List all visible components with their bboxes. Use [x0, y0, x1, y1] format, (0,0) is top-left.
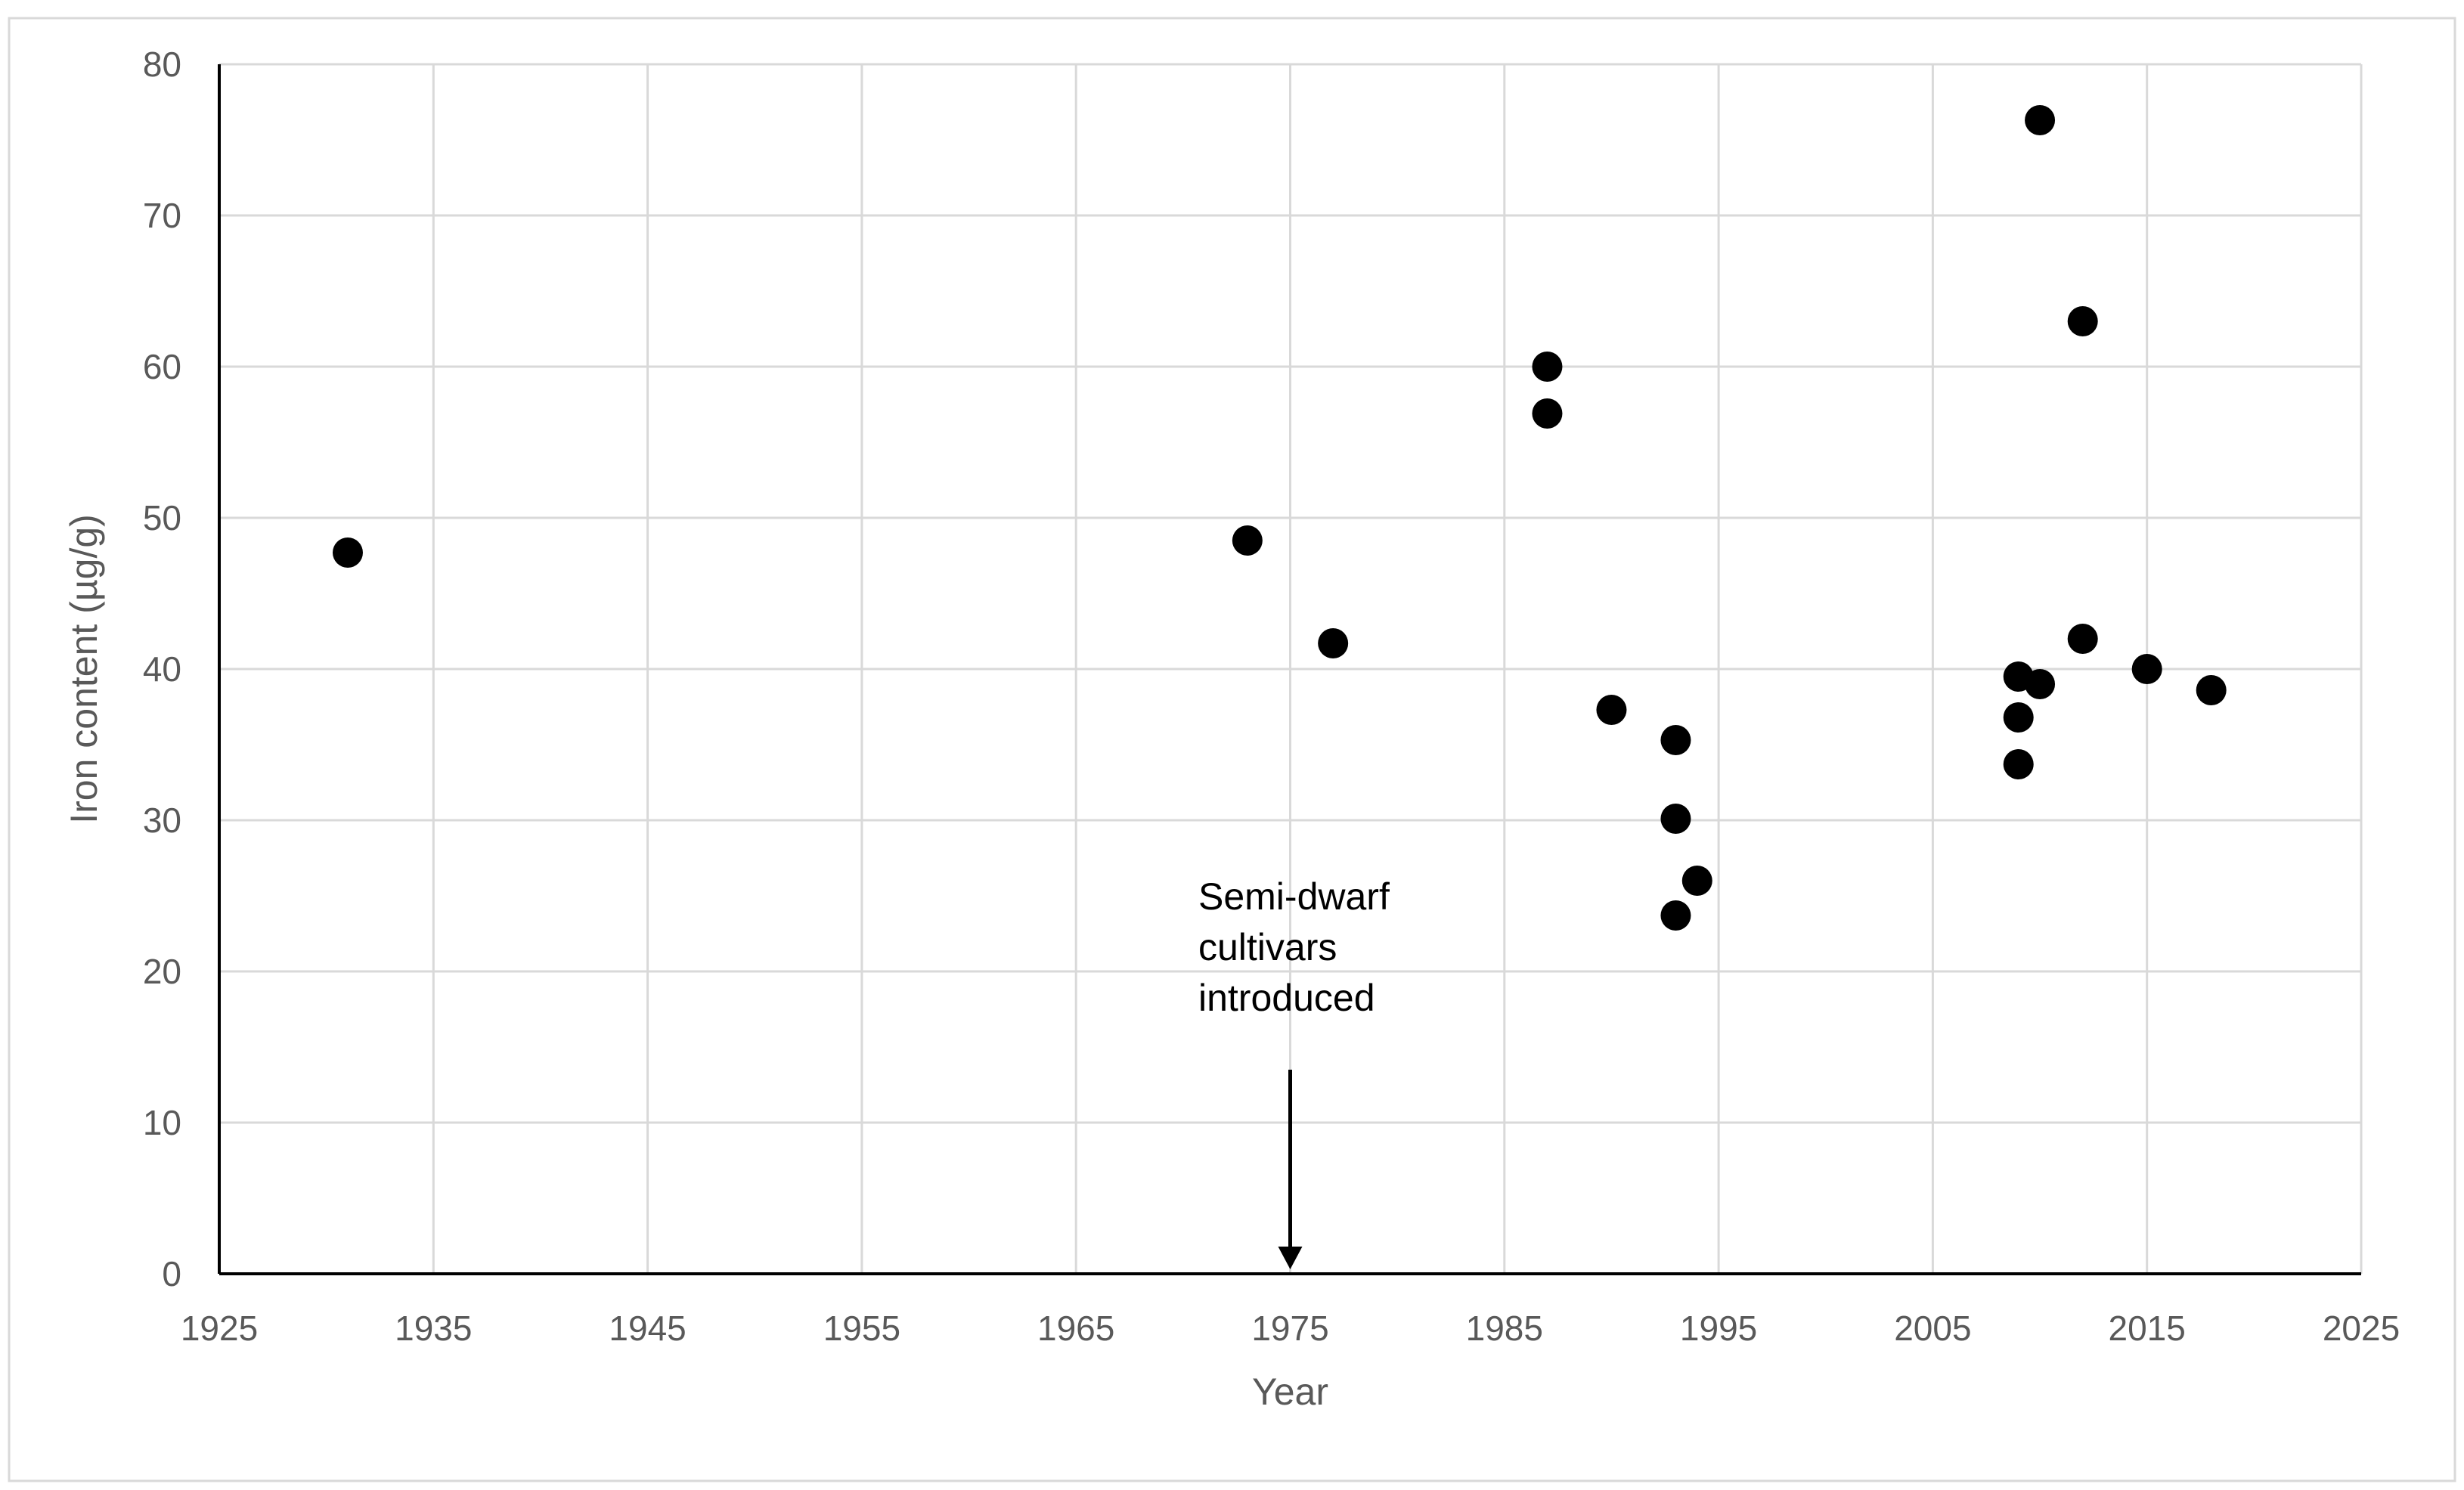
annotation-text-line: introduced	[1198, 977, 1375, 1019]
y-tick-label: 70	[143, 196, 181, 235]
x-tick-label: 1935	[395, 1309, 472, 1348]
y-tick-label: 60	[143, 347, 181, 386]
y-tick-labels: 0 10 20 30 40 50 60 70 80	[143, 45, 181, 1293]
x-axis-title: Year	[1252, 1371, 1328, 1413]
chart-border	[8, 17, 2456, 1482]
data-point	[1681, 866, 1712, 896]
data-point	[2196, 675, 2227, 705]
x-tick-label: 1985	[1466, 1309, 1543, 1348]
data-point	[2003, 702, 2034, 733]
x-tick-labels: 1925 1935 1945 1955 1965 1975 1985 1995 2005 2015…	[181, 1309, 2400, 1348]
data-point	[2131, 654, 2162, 684]
x-tick-label: 1955	[823, 1309, 900, 1348]
annotation: Semi-dwarf cultivars introduced	[1198, 875, 1390, 1269]
x-tick-label: 1965	[1037, 1309, 1114, 1348]
x-tick-label: 2025	[2323, 1309, 2400, 1348]
data-point	[1660, 900, 1691, 931]
data-point	[2003, 749, 2034, 779]
x-tick-label: 2015	[2109, 1309, 2186, 1348]
annotation-arrow-head	[1278, 1247, 1303, 1269]
data-point	[1596, 695, 1627, 725]
data-point	[332, 537, 363, 568]
data-point	[1660, 804, 1691, 834]
data-point	[1660, 725, 1691, 755]
axes	[218, 64, 2361, 1275]
y-tick-label: 10	[143, 1103, 181, 1142]
data-point	[1318, 628, 1349, 658]
data-point	[2067, 306, 2098, 336]
data-points	[332, 105, 2227, 931]
y-tick-label: 20	[143, 952, 181, 991]
data-point	[2025, 669, 2056, 699]
x-tick-label: 1945	[609, 1309, 686, 1348]
x-tick-label: 1925	[181, 1309, 258, 1348]
data-point	[2025, 105, 2056, 135]
y-tick-label: 40	[143, 649, 181, 689]
y-tick-label: 50	[143, 498, 181, 537]
data-point	[1232, 525, 1263, 556]
x-tick-label: 1975	[1251, 1309, 1328, 1348]
y-axis-title: Iron content (µg/g)	[63, 514, 105, 824]
data-point	[1532, 352, 1563, 382]
y-tick-label: 30	[143, 801, 181, 840]
y-tick-label: 80	[143, 45, 181, 84]
x-tick-label: 1995	[1680, 1309, 1757, 1348]
x-tick-label: 2005	[1894, 1309, 1971, 1348]
gridlines	[219, 63, 2363, 1274]
annotation-text-line: Semi-dwarf	[1198, 875, 1390, 918]
annotation-text-line: cultivars	[1198, 926, 1337, 968]
data-point	[2067, 624, 2098, 654]
data-point	[1532, 398, 1563, 429]
y-tick-label: 0	[162, 1254, 181, 1293]
